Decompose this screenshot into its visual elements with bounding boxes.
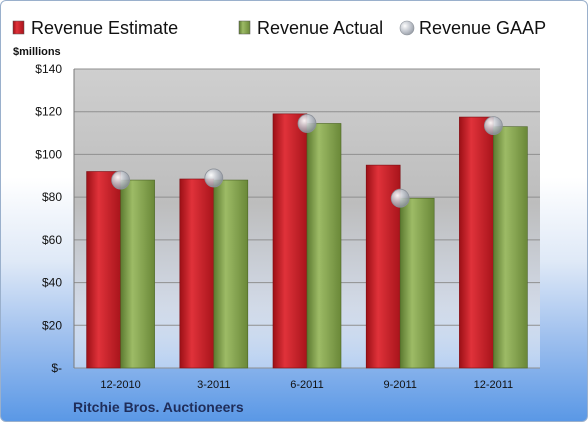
- legend-item-revenue-actual-swatch: [238, 20, 251, 35]
- bar-revenue-actual: [493, 126, 528, 369]
- bar-revenue-actual: [120, 179, 155, 369]
- marker-revenue-gaap: [483, 116, 503, 135]
- x-tick-label: 9-2011: [383, 379, 416, 391]
- legend-item-revenue-gaap-label: Revenue GAAP: [419, 18, 546, 38]
- x-tick-label: 6-2011: [290, 379, 323, 391]
- legend-item-revenue-gaap-swatch: [399, 20, 415, 36]
- y-tick-label: $40: [42, 276, 62, 290]
- legend-item-revenue-estimate-label: Revenue Estimate: [31, 18, 178, 38]
- y-tick-label: $120: [35, 105, 62, 119]
- x-tick-label: 3-2011: [197, 379, 230, 391]
- bar-revenue-estimate: [459, 116, 494, 369]
- bar-revenue-actual: [213, 179, 249, 369]
- bar-revenue-actual: [399, 197, 435, 369]
- bar-revenue-estimate: [179, 178, 215, 369]
- marker-revenue-gaap: [297, 114, 317, 133]
- y-tick-label: $20: [42, 318, 62, 332]
- x-tick-label: 12-2011: [474, 379, 514, 391]
- x-tick-label: 12-2010: [100, 379, 140, 391]
- y-tick-label: $100: [35, 147, 62, 161]
- y-axis-title: $millions: [13, 46, 61, 58]
- legend-item-revenue-estimate-swatch: [12, 20, 25, 35]
- bar-revenue-actual: [306, 123, 342, 369]
- y-tick-label: $80: [42, 190, 62, 204]
- legend-item-revenue-actual-label: Revenue Actual: [257, 18, 383, 38]
- y-tick-label: $-: [51, 361, 62, 375]
- marker-revenue-gaap: [111, 170, 130, 190]
- bar-revenue-estimate: [272, 113, 308, 369]
- company-name: Ritchie Bros. Auctioneers: [73, 399, 244, 415]
- y-tick-label: $60: [42, 233, 62, 247]
- marker-revenue-gaap: [390, 188, 410, 208]
- bar-revenue-estimate: [86, 171, 121, 369]
- y-tick-label: $140: [35, 62, 62, 76]
- marker-revenue-gaap: [204, 168, 224, 188]
